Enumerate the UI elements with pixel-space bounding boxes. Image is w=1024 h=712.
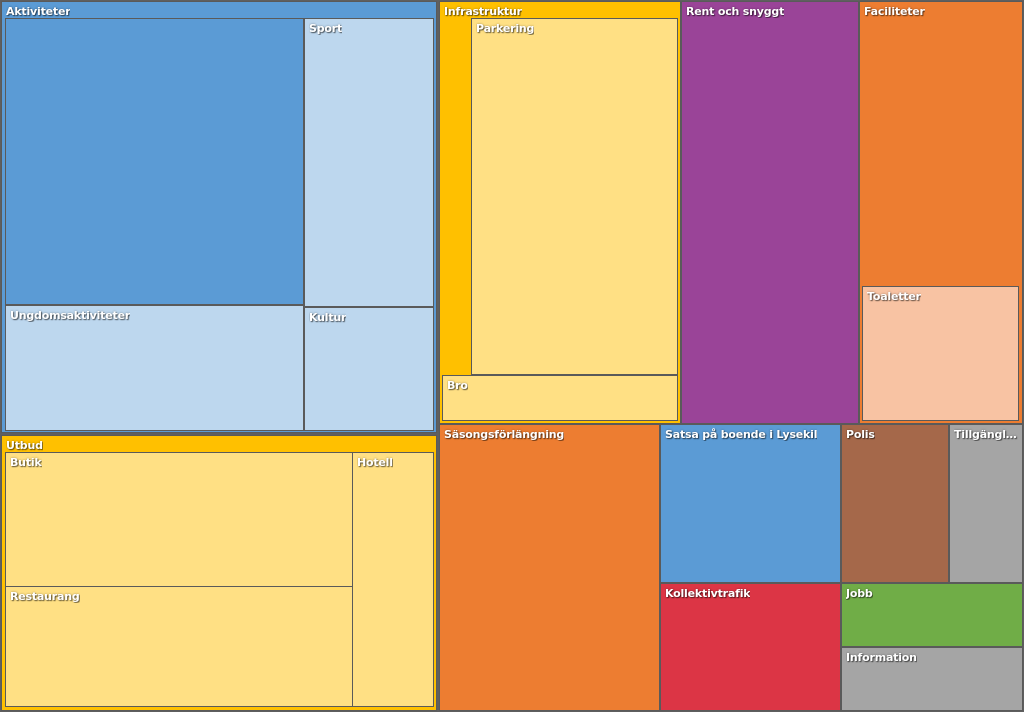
treemap-tile-polis[interactable]: Polis [841, 424, 949, 583]
treemap-label-rent-och-snyggt: Rent och snyggt [686, 5, 785, 18]
treemap-label-information: Information [846, 651, 917, 664]
treemap-tile-main[interactable] [5, 18, 304, 305]
treemap-label-infrastruktur: Infrastruktur [444, 5, 522, 18]
treemap-tile-ungdomsaktiviteter[interactable]: Ungdomsaktiviteter [5, 305, 304, 431]
treemap-tile-toaletter[interactable]: Toaletter [862, 286, 1019, 421]
treemap-label-tillgangli: Tillgängli… [954, 428, 1020, 441]
treemap-label-utbud: Utbud [6, 439, 43, 452]
treemap-tile-sport[interactable]: Sport [304, 18, 434, 307]
treemap-tile-kollektivtrafik[interactable]: Kollektivtrafik [660, 583, 841, 711]
treemap-label-toaletter: Toaletter [867, 290, 921, 303]
treemap-tile-tillgangli[interactable]: Tillgängli… [949, 424, 1023, 583]
treemap-label-kollektivtrafik: Kollektivtrafik [665, 587, 751, 600]
treemap-tile-jobb[interactable]: Jobb [841, 583, 1023, 647]
treemap-label-ungdomsaktiviteter: Ungdomsaktiviteter [10, 309, 131, 322]
treemap-tile-restaurang[interactable]: Restaurang [5, 586, 353, 707]
treemap-tile-hotell[interactable]: Hotell [352, 452, 434, 707]
treemap-tile-parkering[interactable]: Parkering [471, 18, 678, 375]
treemap-tile-information[interactable]: Information [841, 647, 1023, 711]
treemap-label-butik: Butik [10, 456, 42, 469]
treemap-label-sport: Sport [309, 22, 343, 35]
treemap-tile-bro[interactable]: Bro [442, 375, 678, 421]
treemap-label-polis: Polis [846, 428, 875, 441]
treemap-label-parkering: Parkering [476, 22, 535, 35]
treemap-label-jobb: Jobb [846, 587, 873, 600]
treemap-tile-sasongsforlangning[interactable]: Säsongsförlängning [439, 424, 660, 711]
treemap-label-bro: Bro [447, 379, 468, 392]
treemap-label-kultur: Kultur [309, 311, 347, 324]
treemap-label-satsa-pa-boende-i-lysekil: Satsa på boende i Lysekil [665, 428, 818, 441]
treemap-label-restaurang: Restaurang [10, 590, 80, 603]
treemap-label-faciliteter: Faciliteter [864, 5, 925, 18]
treemap-tile-butik[interactable]: Butik [5, 452, 353, 587]
treemap-tile-rent-och-snyggt[interactable]: Rent och snyggt [681, 1, 859, 424]
treemap-tile-satsa-pa-boende-i-lysekil[interactable]: Satsa på boende i Lysekil [660, 424, 841, 583]
treemap-tile-kultur[interactable]: Kultur [304, 307, 434, 431]
treemap-label-aktiviteter: Aktiviteter [6, 5, 71, 18]
treemap-label-sasongsforlangning: Säsongsförlängning [444, 428, 565, 441]
treemap-label-hotell: Hotell [357, 456, 393, 469]
